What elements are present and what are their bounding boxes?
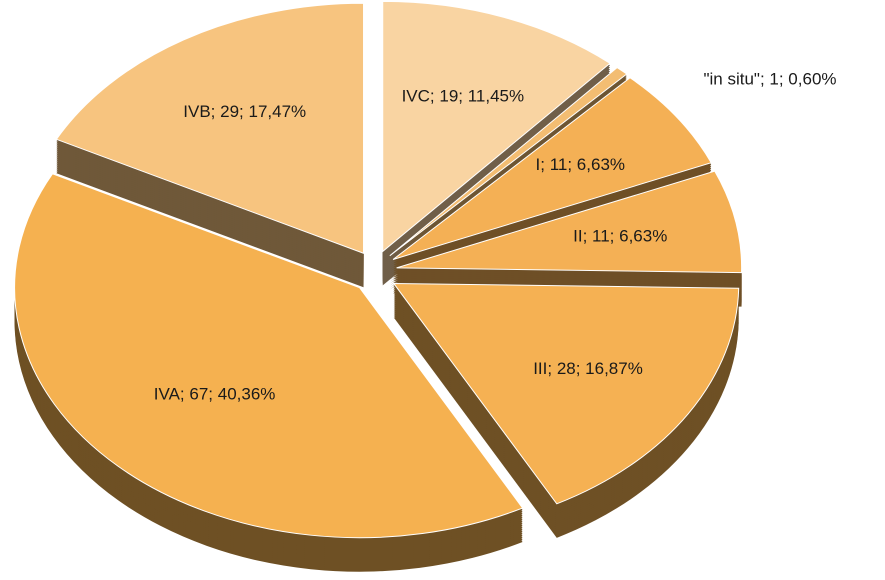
slice xyxy=(392,282,740,505)
slice-tops xyxy=(14,0,743,539)
slice xyxy=(382,0,611,253)
slice xyxy=(55,2,365,254)
slice xyxy=(389,67,628,257)
slice xyxy=(396,170,743,274)
data-label: "in situ"; 1; 0,60% xyxy=(703,69,836,88)
data-label: IVB; 29; 17,47% xyxy=(183,102,306,121)
slice xyxy=(392,77,712,260)
data-label: IVC; 19; 11,45% xyxy=(402,86,525,105)
slice xyxy=(14,173,524,539)
data-label: III; 28; 16,87% xyxy=(533,359,643,378)
data-label: IVA; 67; 40,36% xyxy=(154,384,276,403)
data-label: II; 11; 6,63% xyxy=(573,226,667,245)
data-label: I; 11; 6,63% xyxy=(536,155,625,174)
